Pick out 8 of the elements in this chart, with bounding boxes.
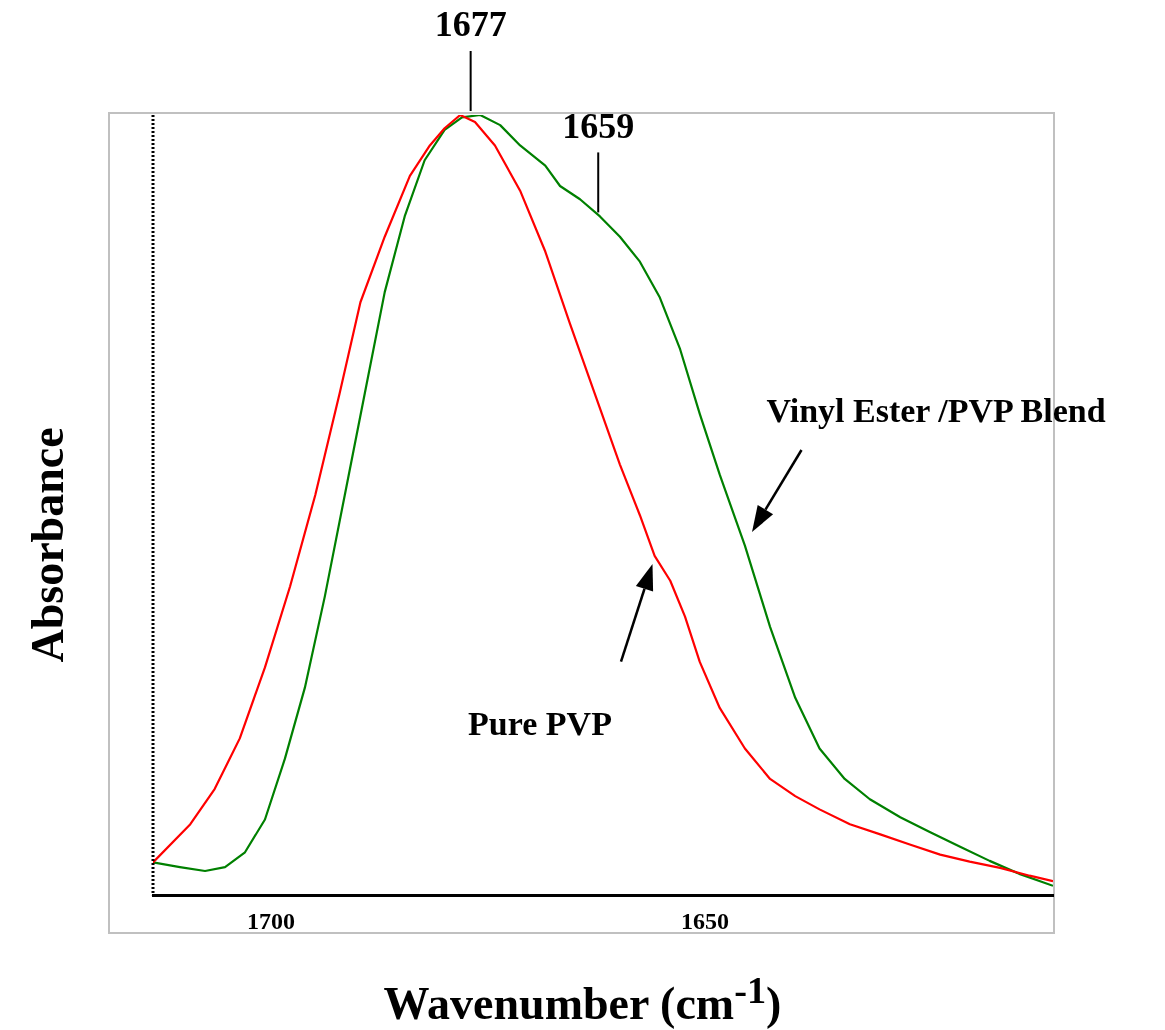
x-axis-title: Wavenumber (cm$^{-1}$) <box>382 968 783 1030</box>
x-tick-label: 1700 <box>247 907 296 934</box>
x-tick-label: 1650 <box>680 907 729 934</box>
annotation: 1659 <box>562 105 635 146</box>
text: Pure PVP <box>468 704 612 743</box>
y-axis-title: Absorbance <box>20 427 74 663</box>
series-label: Vinyl Ester /PVP Blend <box>766 392 1106 431</box>
annotation: 1677 <box>434 4 507 45</box>
